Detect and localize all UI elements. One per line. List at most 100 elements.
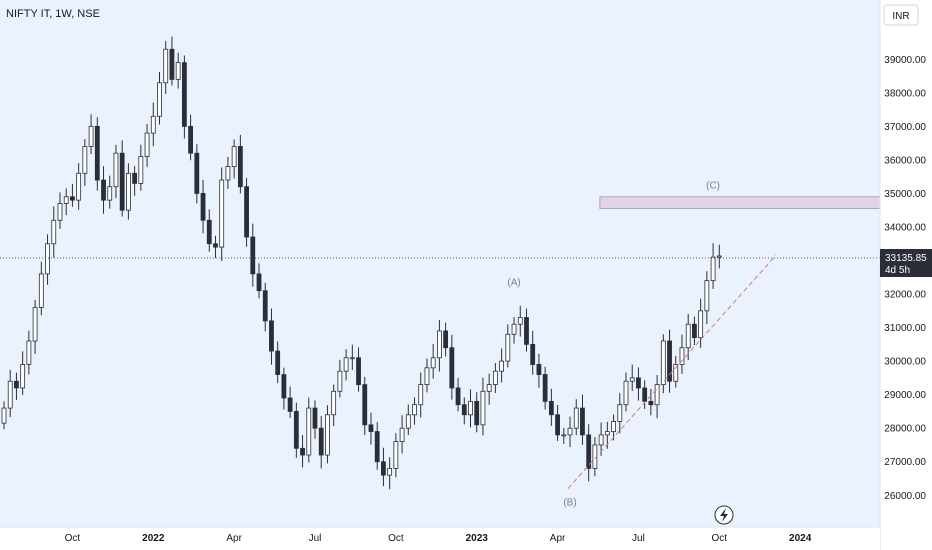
candle[interactable] — [1, 401, 7, 430]
candle[interactable] — [306, 397, 312, 463]
candle[interactable] — [474, 392, 480, 433]
candle[interactable] — [368, 412, 374, 445]
candle[interactable] — [654, 375, 660, 419]
candle[interactable] — [412, 397, 417, 425]
candle[interactable] — [113, 144, 119, 199]
candle[interactable] — [144, 123, 150, 167]
candle[interactable] — [642, 380, 648, 409]
candle[interactable] — [38, 261, 44, 316]
candle[interactable] — [698, 298, 704, 348]
candle[interactable] — [468, 389, 473, 428]
candle[interactable] — [387, 457, 393, 490]
candle[interactable] — [393, 433, 399, 478]
candle[interactable] — [424, 358, 430, 393]
candle[interactable] — [181, 55, 187, 139]
candle[interactable] — [237, 134, 243, 194]
candle[interactable] — [157, 71, 162, 125]
candle[interactable] — [26, 330, 32, 375]
candle[interactable] — [374, 422, 380, 470]
candle[interactable] — [318, 415, 324, 469]
candle[interactable] — [349, 344, 355, 370]
candle[interactable] — [262, 282, 268, 332]
candle[interactable] — [710, 243, 716, 289]
candle[interactable] — [461, 397, 467, 425]
candle[interactable] — [530, 330, 536, 375]
candle[interactable] — [418, 372, 424, 418]
candle[interactable] — [436, 319, 442, 372]
candle[interactable] — [405, 404, 411, 436]
plot-area[interactable] — [0, 0, 880, 527]
candle[interactable] — [704, 271, 710, 325]
candle[interactable] — [716, 244, 722, 269]
lightning-icon[interactable] — [714, 505, 734, 525]
candle[interactable] — [499, 348, 505, 383]
candle[interactable] — [20, 351, 26, 395]
candle[interactable] — [505, 324, 511, 368]
candle[interactable] — [617, 393, 623, 434]
candle[interactable] — [486, 373, 492, 405]
target-zone[interactable] — [599, 196, 881, 210]
candle[interactable] — [293, 402, 299, 458]
candle[interactable] — [548, 388, 554, 426]
candle[interactable] — [480, 377, 486, 436]
candle[interactable] — [685, 313, 691, 361]
wave-label[interactable]: (C) — [706, 180, 720, 191]
candle[interactable] — [517, 305, 523, 337]
candle[interactable] — [455, 377, 461, 412]
candle[interactable] — [275, 341, 281, 384]
candle[interactable] — [7, 369, 13, 418]
candle[interactable] — [194, 144, 200, 204]
candle[interactable] — [573, 399, 579, 436]
candle[interactable] — [244, 177, 249, 247]
candle[interactable] — [381, 447, 386, 487]
candle[interactable] — [586, 424, 592, 482]
candle[interactable] — [623, 372, 629, 412]
candle[interactable] — [561, 427, 567, 444]
candle[interactable] — [32, 299, 38, 354]
candle[interactable] — [443, 322, 449, 357]
candle[interactable] — [356, 347, 361, 392]
candle[interactable] — [281, 367, 287, 410]
candle[interactable] — [524, 308, 529, 352]
candle[interactable] — [343, 349, 349, 381]
candle[interactable] — [256, 263, 262, 299]
candle[interactable] — [138, 144, 144, 191]
candle[interactable] — [101, 166, 106, 214]
candle[interactable] — [82, 139, 88, 186]
candle[interactable] — [250, 223, 256, 287]
candle[interactable] — [200, 179, 206, 234]
candle[interactable] — [673, 355, 679, 388]
candle[interactable] — [57, 192, 63, 230]
candle[interactable] — [88, 114, 94, 155]
candle[interactable] — [580, 394, 585, 445]
candle[interactable] — [492, 363, 498, 394]
currency-badge[interactable]: INR — [883, 4, 919, 26]
x-axis[interactable]: Oct 2022 Apr Jul Oct 2023 Apr Jul Oct 2024 — [0, 526, 880, 550]
candle[interactable] — [399, 415, 405, 454]
candle[interactable] — [449, 334, 455, 400]
candle[interactable] — [648, 389, 654, 416]
candle[interactable] — [300, 435, 305, 468]
candle[interactable] — [119, 140, 125, 217]
candle[interactable] — [188, 114, 194, 161]
candle[interactable] — [555, 404, 560, 441]
candle[interactable] — [325, 405, 330, 464]
candle[interactable] — [337, 359, 343, 398]
candle[interactable] — [51, 206, 57, 258]
candle[interactable] — [213, 235, 218, 259]
candle[interactable] — [175, 52, 181, 89]
candle[interactable] — [636, 367, 641, 401]
candle[interactable] — [206, 209, 212, 252]
candle[interactable] — [667, 329, 672, 393]
candle[interactable] — [567, 416, 573, 447]
candle[interactable] — [76, 163, 82, 210]
candle[interactable] — [362, 377, 368, 435]
wave-label[interactable]: (A) — [507, 278, 520, 289]
candle[interactable] — [536, 353, 542, 388]
candle[interactable] — [225, 156, 231, 189]
candle[interactable] — [542, 366, 548, 410]
candle[interactable] — [63, 188, 69, 216]
candle[interactable] — [511, 317, 517, 344]
candle[interactable] — [679, 334, 685, 374]
